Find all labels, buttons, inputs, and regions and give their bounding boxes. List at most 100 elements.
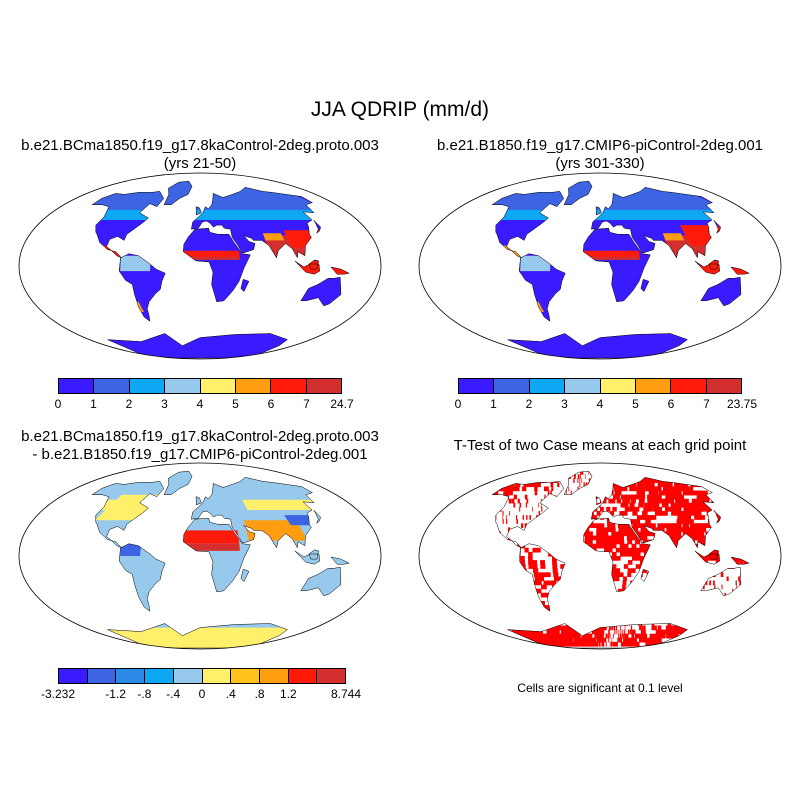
significant-cell [580,568,586,573]
significant-cell [637,482,644,488]
significant-cell [478,519,479,524]
significant-cell [652,502,660,508]
colorbar-tick-label: 7 [303,397,310,411]
significant-cell [714,523,723,528]
precip-region [699,260,750,277]
significant-cell [515,478,523,483]
coastline-africa [183,227,251,303]
significant-cell [521,588,528,594]
significant-cell [697,531,705,537]
significant-cell [622,511,628,516]
significant-cell [639,494,646,500]
significant-cell [550,506,553,512]
significant-cell [484,552,488,557]
colorbar-swatch [164,378,200,394]
significant-cell [492,617,494,623]
significant-cell [434,585,442,590]
significant-cell [554,531,559,537]
significant-cell [506,600,515,606]
significant-cell [693,523,701,528]
significant-cell [634,633,638,639]
significant-cell [611,543,617,549]
significant-cell [634,592,638,598]
significant-cell [525,502,528,508]
significant-cell [577,486,579,492]
significant-cell [443,536,445,541]
coastline-greenland [163,180,193,205]
significant-cell [608,637,610,643]
significant-cell [552,471,558,475]
significant-cell [535,580,542,586]
significant-cell [610,523,616,528]
significant-cell [528,551,533,557]
significant-cell [726,506,737,512]
significant-cell [492,494,494,500]
significant-cell [531,474,538,479]
significant-cell [673,596,675,602]
significant-cell [690,531,697,537]
significant-cell [596,637,600,643]
significant-cell [581,633,586,639]
significant-cell [655,584,659,590]
significant-cell [681,527,688,533]
significant-cell [617,466,622,471]
significant-cell [532,625,541,631]
significant-cell [565,535,570,541]
significant-cell [768,552,773,557]
coastline-borneo [708,259,719,270]
significant-cell [499,613,510,618]
significant-cell [755,527,763,532]
significant-cell [519,502,522,508]
significant-cell [541,539,546,545]
significant-cell [508,617,518,623]
significant-cell [623,633,625,639]
significant-cell [643,551,649,557]
significant-cell [659,543,665,549]
significant-cell [539,617,548,623]
significant-cell [699,617,706,623]
significant-cell [560,543,565,549]
significant-cell [654,539,660,545]
significant-cell [586,486,589,492]
significant-cell [720,531,728,537]
precip-region [262,233,285,241]
significant-cell [479,511,481,516]
significant-cell [607,527,612,533]
significant-cell [525,629,536,635]
significant-cell [677,511,685,516]
colorbar-swatch [58,668,87,684]
significant-cell [658,498,666,504]
significant-cell [482,544,486,549]
significant-cell [643,543,649,549]
significant-cell [470,605,480,610]
significant-cell [683,519,691,524]
significant-cell [664,523,671,528]
significant-cell [649,474,659,479]
significant-cell [601,637,604,643]
significant-cell [555,474,560,479]
significant-cell [573,474,576,479]
significant-cell [695,527,703,533]
significant-cell [578,490,580,496]
significant-cell [600,539,605,545]
significant-cell [528,523,531,528]
colorbar-tick-label: 3 [161,397,168,411]
coastline-borneo [708,549,719,560]
significant-cell [502,515,504,520]
significant-cell [711,600,714,606]
significant-cell [701,613,707,618]
significant-cell [615,486,621,492]
significant-cell [721,584,723,590]
significant-cell [661,609,663,614]
significant-cell [548,471,555,475]
significant-cell [442,585,450,590]
significant-cell [564,568,570,573]
significant-cell [668,523,675,528]
significant-cell [636,515,643,520]
colorbar-tick-label: 5 [632,397,639,411]
significant-cell [607,543,613,549]
significant-cell [508,490,513,496]
significant-cell [596,478,599,483]
significant-cell [481,536,484,541]
significant-cell [721,527,729,533]
